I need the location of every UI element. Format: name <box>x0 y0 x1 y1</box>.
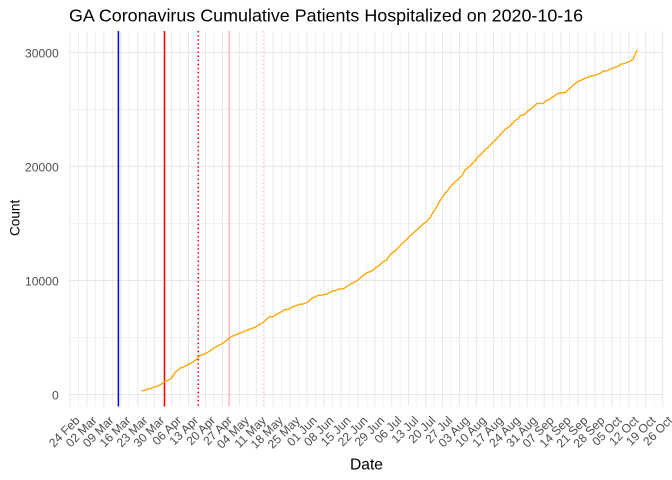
svg-text:20000: 20000 <box>25 160 59 174</box>
svg-text:10000: 10000 <box>25 274 59 288</box>
svg-text:30000: 30000 <box>25 46 59 60</box>
svg-text:0: 0 <box>52 388 59 402</box>
svg-text:Date: Date <box>350 457 383 474</box>
svg-text:Count: Count <box>7 200 22 236</box>
svg-text:GA Coronavirus Cumulative Pati: GA Coronavirus Cumulative Patients Hospi… <box>69 6 583 26</box>
